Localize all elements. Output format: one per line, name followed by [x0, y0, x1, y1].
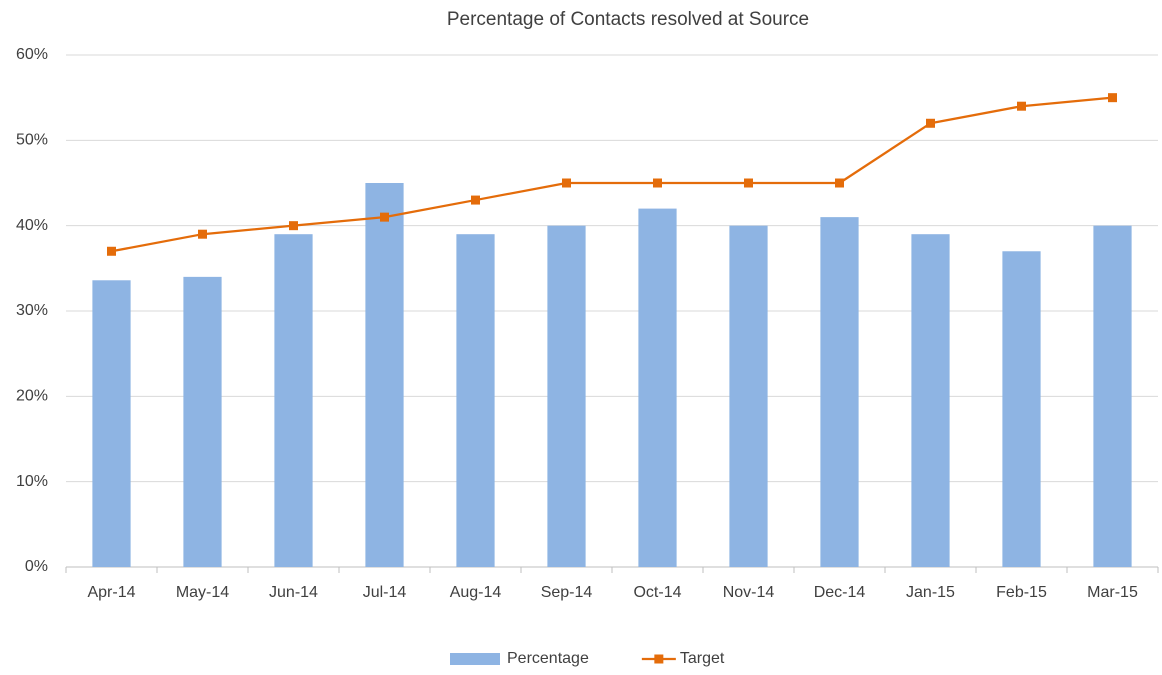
bar [274, 234, 313, 567]
bar [1093, 225, 1132, 567]
marker [1017, 101, 1026, 111]
y-tick-label: 60% [16, 46, 48, 63]
marker [471, 195, 480, 205]
y-tick-label: 30% [16, 302, 48, 319]
x-tick-label: Feb-15 [996, 584, 1047, 601]
x-tick-label: Jul-14 [363, 584, 407, 601]
marker [289, 221, 298, 231]
y-tick-label: 10% [16, 473, 48, 490]
line [111, 96, 1113, 253]
legend-marker [654, 654, 664, 664]
y-tick-label: 0% [25, 558, 48, 575]
bar [1002, 251, 1041, 567]
marker [1108, 93, 1117, 103]
x-tick-label: Aug-14 [450, 584, 502, 601]
bar [456, 234, 495, 567]
legend-label: Percentage [507, 650, 589, 667]
x-tick-label: Dec-14 [814, 584, 866, 601]
y-tick-label: 40% [16, 217, 48, 234]
bar [183, 276, 222, 567]
bar [92, 280, 131, 567]
marker [198, 229, 207, 239]
x-tick-label: Nov-14 [723, 584, 775, 601]
marker [653, 178, 662, 188]
bar [729, 225, 768, 567]
x-tick-label: Sep-14 [541, 584, 593, 601]
bar [547, 225, 586, 567]
marker [926, 118, 935, 128]
y-tick-label: 20% [16, 388, 48, 405]
chart-title: Percentage of Contacts resolved at Sourc… [447, 9, 809, 30]
y-tick-label: 50% [16, 132, 48, 149]
marker [744, 178, 753, 188]
legend-label: Target [680, 650, 725, 667]
bar [638, 208, 677, 567]
x-tick-label: Oct-14 [633, 584, 681, 601]
marker [835, 178, 844, 188]
x-tick-label: May-14 [176, 584, 229, 601]
x-tick-label: Jun-14 [269, 584, 318, 601]
legend-swatch [450, 653, 500, 665]
bar [365, 183, 404, 567]
x-tick-label: Apr-14 [87, 584, 135, 601]
marker [380, 212, 389, 222]
x-tick-label: Jan-15 [906, 584, 955, 601]
marker [107, 246, 116, 256]
marker [562, 178, 571, 188]
x-tick-label: Mar-15 [1087, 584, 1138, 601]
bar [820, 217, 859, 567]
bar [911, 234, 950, 567]
